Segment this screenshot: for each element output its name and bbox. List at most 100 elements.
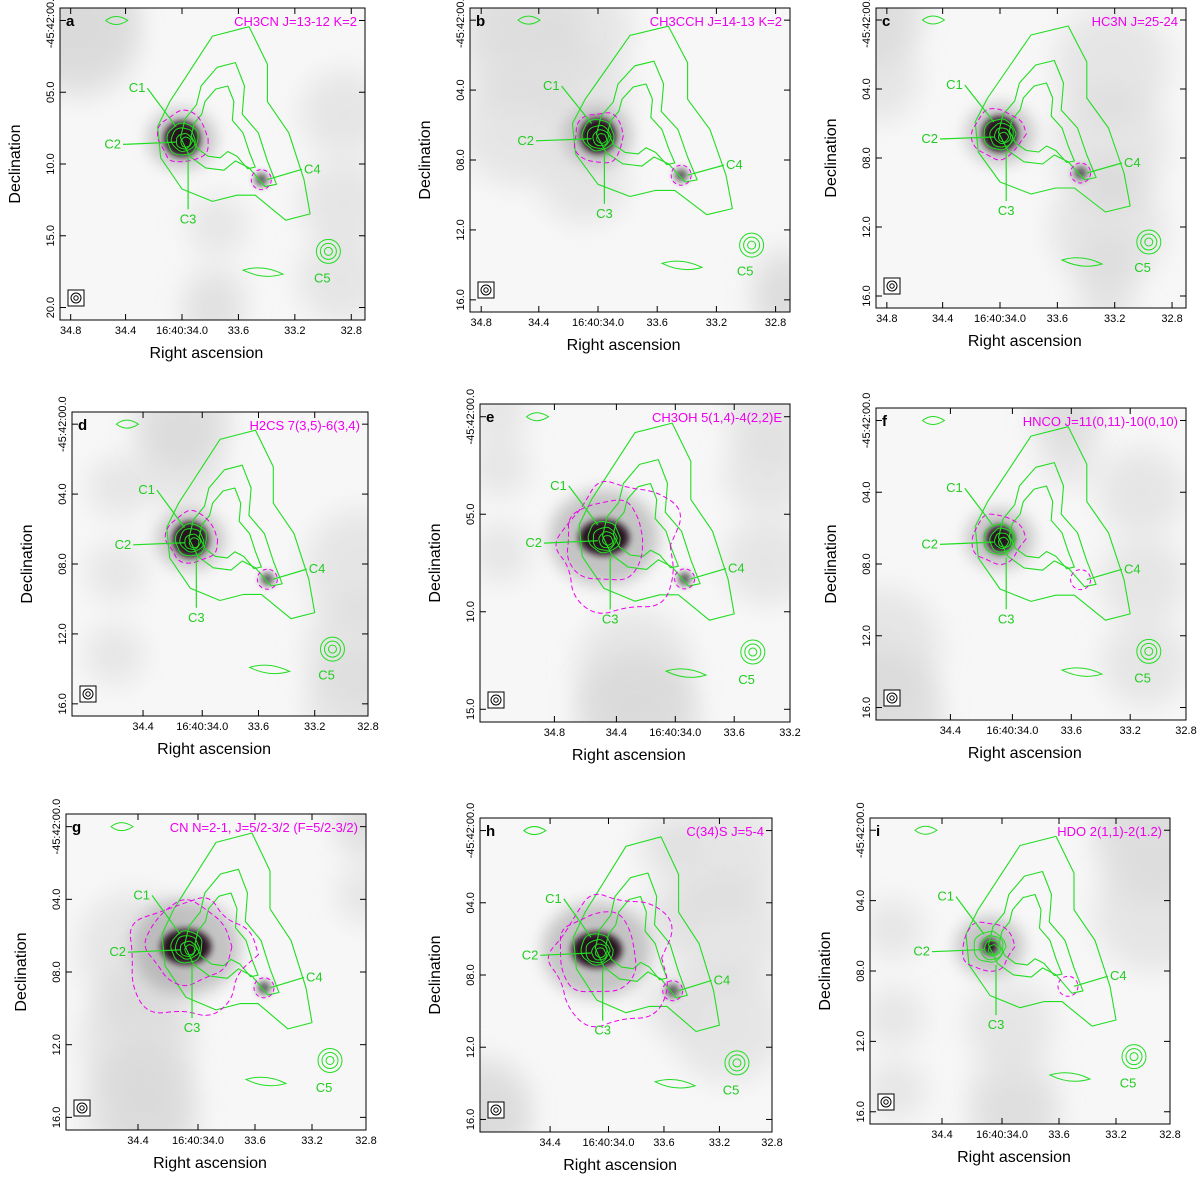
core-contour [184, 944, 196, 956]
source-leader-c1 [563, 898, 592, 938]
continuum-contour [997, 59, 1097, 181]
beam-inner-icon [493, 697, 499, 703]
map-layer [60, 8, 365, 320]
source-leader-c1 [955, 896, 985, 935]
core-contour [998, 536, 1010, 548]
core-contour [984, 939, 1002, 957]
x-axis-label: Right ascension [153, 1155, 267, 1172]
y-tick-label: 04.0 [861, 78, 873, 99]
background-emission [81, 1048, 198, 1130]
continuum-contour [987, 870, 1084, 994]
y-tick-label: 04.0 [455, 79, 467, 100]
source-label-c2: C2 [115, 537, 132, 552]
line-contour-dashed [971, 513, 1027, 565]
tail-contour [664, 668, 708, 678]
beam-inner-icon [883, 1099, 889, 1105]
beam-inner-icon [889, 283, 895, 289]
beam-box [477, 281, 495, 299]
y-tick-label: 15.0 [45, 225, 57, 246]
c4-dashed [670, 164, 692, 186]
x-tick-label: 33.6 [723, 727, 744, 739]
c5-contour [323, 640, 341, 658]
y-axis-label: Declination [417, 120, 434, 199]
x-tick-label: 33.2 [706, 317, 727, 329]
x-axis-label: Right ascension [149, 345, 263, 362]
background-emission [297, 235, 365, 320]
x-axis-label: Right ascension [968, 333, 1082, 350]
background-emission [966, 980, 1055, 1069]
panel-c: C1 C2 C3 C4 C5 c HC3N J=25-24 34.8 34.4 16:40:34.… [823, 0, 1187, 350]
background-emission [86, 542, 147, 603]
background-emission [1078, 230, 1139, 291]
y-tick-label: 12.0 [855, 1031, 867, 1052]
source-label-c5: C5 [1120, 1075, 1137, 1090]
source-leader-c4 [1073, 975, 1109, 987]
source-leader-c2 [540, 952, 591, 956]
panel-letter: b [476, 13, 485, 30]
x-axis-label: Right ascension [563, 1157, 677, 1174]
panel-letter: f [882, 413, 888, 430]
c5-contour [1125, 1048, 1143, 1066]
beam-inner-icon [493, 1107, 499, 1113]
background-emission [480, 437, 530, 498]
c5-contour [315, 238, 341, 264]
c4-dashed [256, 568, 278, 590]
source-label-c3: C3 [180, 211, 197, 226]
c4-dashed [1057, 975, 1079, 997]
c4-dashed [250, 169, 272, 191]
x-tick-label: 16:40:34.0 [974, 313, 1026, 325]
source-label-c1: C1 [133, 887, 150, 902]
source-leader-c4 [678, 979, 712, 992]
source-label-c3: C3 [188, 610, 205, 625]
panel-letter: c [882, 13, 890, 30]
source-label-c4: C4 [306, 969, 323, 984]
source-label-c2: C2 [104, 136, 121, 151]
source-leader-c2 [133, 542, 185, 546]
source-label-c1: C1 [946, 77, 963, 92]
x-tick-label: 33.2 [284, 325, 305, 337]
source-label-c5: C5 [316, 1080, 333, 1095]
x-tick-label: 32.8 [357, 721, 378, 733]
y-axis-label: Declination [19, 524, 36, 603]
panel-letter: g [72, 819, 81, 836]
tail-contour [660, 260, 704, 271]
beam-inner-icon [889, 695, 895, 701]
beam-inner-icon [85, 691, 91, 697]
y-tick-label: 04.0 [57, 483, 69, 504]
y-tick-label: 05.0 [465, 504, 477, 525]
beam-outer-icon [490, 694, 502, 706]
core-contour [592, 129, 609, 147]
beam-outer-icon [82, 688, 94, 700]
panel-title: H2CS 7(3,5)-6(3,4) [249, 418, 360, 433]
tail-contour [1060, 667, 1104, 677]
edge-contour [921, 415, 946, 425]
background-emission [870, 1059, 926, 1120]
source-label-c3: C3 [998, 203, 1015, 218]
source-leader-c1 [568, 485, 599, 526]
y-tick-label: 08.0 [455, 149, 467, 170]
source-label-c4: C4 [309, 561, 326, 576]
background-emission [667, 876, 772, 993]
core-contour [586, 124, 612, 150]
continuum-contour [997, 462, 1097, 588]
source-label-c4: C4 [714, 972, 731, 987]
source-leader-c1 [146, 87, 177, 127]
c4-dashed [674, 568, 696, 590]
source-label-c1: C1 [138, 482, 155, 497]
panel-i: C1 C2 C3 C4 C5 i HDO 2(1,1)-2(1.2) 34.4 16:40:34… [817, 802, 1181, 1166]
y-tick-label: 04.0 [861, 482, 873, 503]
background-emission [139, 412, 228, 464]
source-leader-c1 [156, 489, 185, 528]
continuum-contour [194, 892, 259, 978]
x-tick-label: 32.8 [1159, 1129, 1180, 1141]
map-layer [876, 8, 1171, 308]
y-tick-label: -45:42:00.0 [465, 803, 477, 859]
background-emission [88, 457, 149, 518]
source-label-c2: C2 [921, 131, 938, 146]
source-leader-c2 [939, 136, 994, 140]
x-tick-label: 16:40:34.0 [582, 1137, 634, 1149]
x-tick-label: 32.8 [341, 325, 362, 337]
c5-contour [1136, 229, 1162, 255]
background-emission [1039, 426, 1100, 487]
y-tick-label: 20.0 [45, 297, 57, 318]
